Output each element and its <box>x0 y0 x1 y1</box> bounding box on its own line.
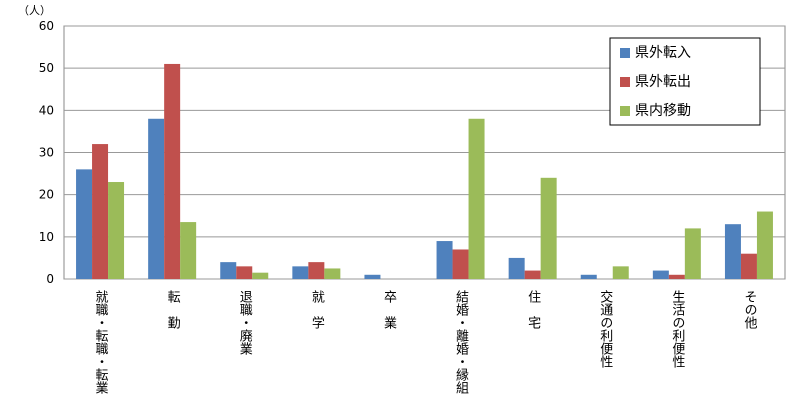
bar <box>164 63 181 280</box>
bar <box>364 274 381 279</box>
bar <box>652 270 669 279</box>
y-tick-label: 40 <box>39 103 54 117</box>
x-tick-label: 生活の利便性 <box>669 290 685 368</box>
bar <box>508 257 525 279</box>
legend-label: 県外転入 <box>635 45 691 61</box>
bar <box>684 228 701 279</box>
legend-swatch <box>620 106 630 116</box>
y-tick-label: 50 <box>39 61 54 75</box>
legend-swatch <box>620 77 630 87</box>
legend-label: 県内移動 <box>635 103 691 119</box>
bar <box>220 262 237 279</box>
legend-swatch <box>620 48 630 58</box>
bar <box>308 262 325 279</box>
bar <box>612 266 629 279</box>
x-tick-label: 卒 業 <box>381 290 397 329</box>
x-tick-label: 転 勤 <box>165 290 181 330</box>
bar <box>452 249 469 279</box>
x-tick-label: 結婚・離婚・縁組 <box>453 290 469 394</box>
bar <box>580 274 597 279</box>
x-tick-label: 就職・転職・転業 <box>93 290 109 394</box>
x-tick-label: 就 学 <box>309 290 325 329</box>
bar <box>540 177 557 279</box>
y-tick-label: 10 <box>39 230 54 244</box>
bar <box>756 211 773 279</box>
bar <box>668 274 685 279</box>
bar <box>324 268 341 279</box>
x-tick-label: 住 宅 <box>525 290 541 329</box>
y-tick-label: 0 <box>46 272 54 286</box>
y-tick-label: 20 <box>39 188 54 202</box>
bar <box>468 118 485 280</box>
bar <box>92 144 109 279</box>
bar <box>292 266 309 279</box>
bar <box>148 118 165 280</box>
bar <box>740 253 757 279</box>
bar <box>724 224 741 279</box>
y-unit: （人） <box>18 4 51 17</box>
legend-box <box>609 37 761 126</box>
x-tick-label: 交通の利便性 <box>597 289 613 368</box>
bar <box>108 182 125 279</box>
bar <box>76 169 93 279</box>
y-tick-label: 30 <box>39 146 54 160</box>
y-tick-label: 60 <box>39 19 54 33</box>
bar <box>436 241 453 279</box>
x-tick-label: 退職・廃業 <box>237 290 253 355</box>
bar <box>252 272 269 279</box>
bar <box>180 222 197 279</box>
bar <box>524 270 541 279</box>
x-tick-label: その他 <box>741 290 757 330</box>
bar <box>236 266 253 279</box>
legend-label: 県外転出 <box>635 74 691 90</box>
